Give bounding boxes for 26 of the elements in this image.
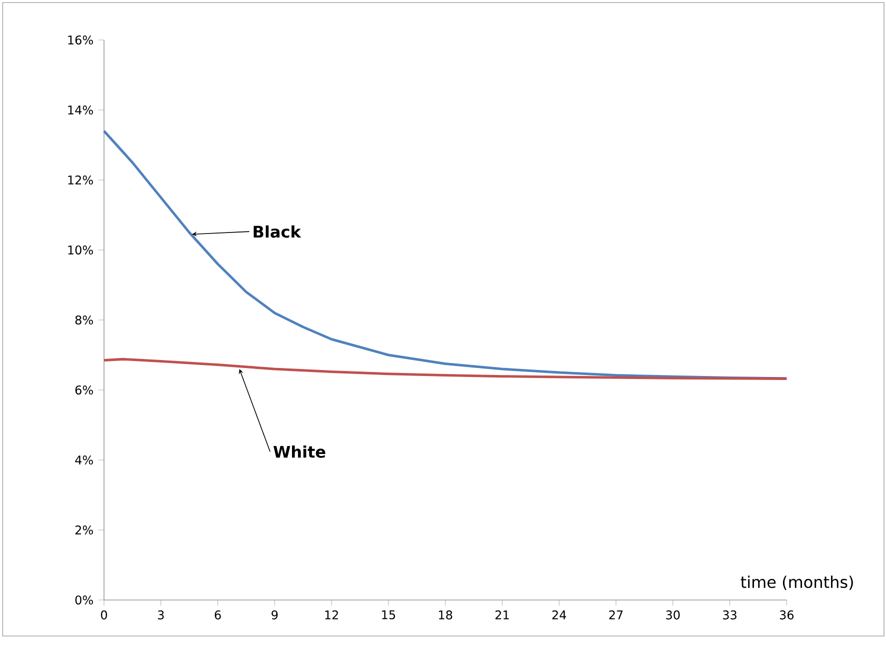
x-tick-label: 9: [272, 610, 278, 620]
annotation: White: [273, 445, 326, 458]
annotation: Black: [254, 225, 302, 238]
line-series: [102, 358, 788, 380]
y-tick-label: 12%: [68, 175, 93, 185]
x-tick-label: 27: [609, 610, 623, 620]
x-tick-label: 36: [780, 610, 794, 620]
x-tick-label: 33: [723, 610, 736, 620]
x-tick-label: 21: [495, 610, 509, 620]
y-tick-label: 10%: [68, 245, 93, 255]
x-tick-label: 0: [100, 610, 108, 620]
y-tick-label: 14%: [68, 105, 93, 115]
x-axis-title: time (months): [740, 576, 853, 590]
y-tick-label: 8%: [75, 315, 93, 325]
y-tick-label: 0%: [75, 595, 93, 605]
y-tick-label: 16%: [68, 35, 93, 45]
y-tick-label: 6%: [75, 385, 93, 395]
y-tick-label: 2%: [75, 525, 93, 535]
x-tick-label: 30: [666, 610, 680, 620]
x-tick-label: 15: [382, 610, 396, 620]
x-tick-label: 24: [552, 610, 566, 620]
x-tick-label: 12: [325, 610, 338, 620]
x-tick-label: 6: [214, 610, 221, 620]
x-tick-label: 18: [439, 610, 452, 620]
x-tick-label: 3: [158, 610, 164, 620]
y-tick-label: 4%: [75, 455, 93, 465]
